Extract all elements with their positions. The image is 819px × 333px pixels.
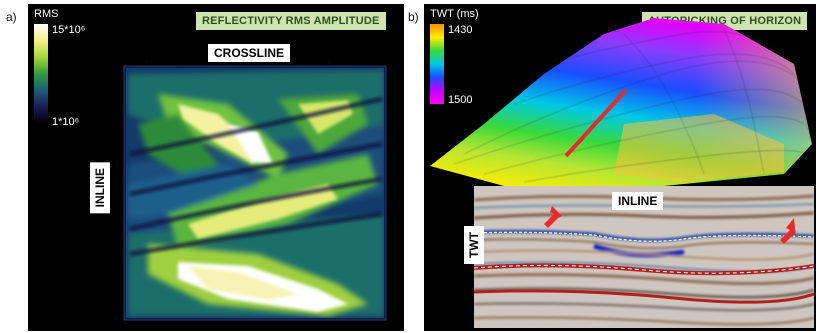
svg-text:·: · bbox=[328, 59, 329, 64]
twt-scale-bottom: 1500 bbox=[448, 94, 473, 106]
twt-scale-name: TWT (ms) bbox=[430, 8, 479, 20]
panel-b-letter: b) bbox=[408, 10, 419, 24]
section-inline-label: INLINE bbox=[612, 192, 664, 210]
inline-position-line bbox=[564, 88, 628, 158]
svg-text:·: · bbox=[268, 59, 269, 64]
rms-amplitude-panel: RMS 15*10⁶ 1*10⁶ REFLECTIVITY RMS AMPLIT… bbox=[28, 4, 404, 331]
rms-scale-min: 1*10⁶ bbox=[52, 116, 80, 128]
rms-panel-title: REFLECTIVITY RMS AMPLITUDE bbox=[196, 12, 386, 30]
panel-a-letter: a) bbox=[6, 10, 17, 24]
rms-scale-max: 15*10⁶ bbox=[52, 24, 86, 36]
horizon-surface bbox=[430, 18, 812, 190]
crossline-label: CROSSLINE bbox=[208, 44, 291, 62]
twt-color-scale bbox=[430, 24, 444, 104]
rms-scale-name: RMS bbox=[34, 8, 59, 20]
twt-axis-label: TWT bbox=[464, 226, 484, 264]
rms-amplitude-map: · · · · bbox=[123, 59, 387, 321]
twt-scale-top: 1430 bbox=[448, 24, 473, 36]
rms-color-scale bbox=[34, 24, 48, 124]
svg-text:·: · bbox=[146, 59, 147, 64]
arrow-right bbox=[780, 218, 796, 244]
seismic-section bbox=[474, 186, 814, 328]
horizon-autopicking-panel: TWT (ms) 1430 1500 AUTOPICKING OF HORIZO… bbox=[424, 4, 816, 331]
svg-text:·: · bbox=[208, 59, 209, 64]
arrow-left bbox=[544, 206, 562, 228]
